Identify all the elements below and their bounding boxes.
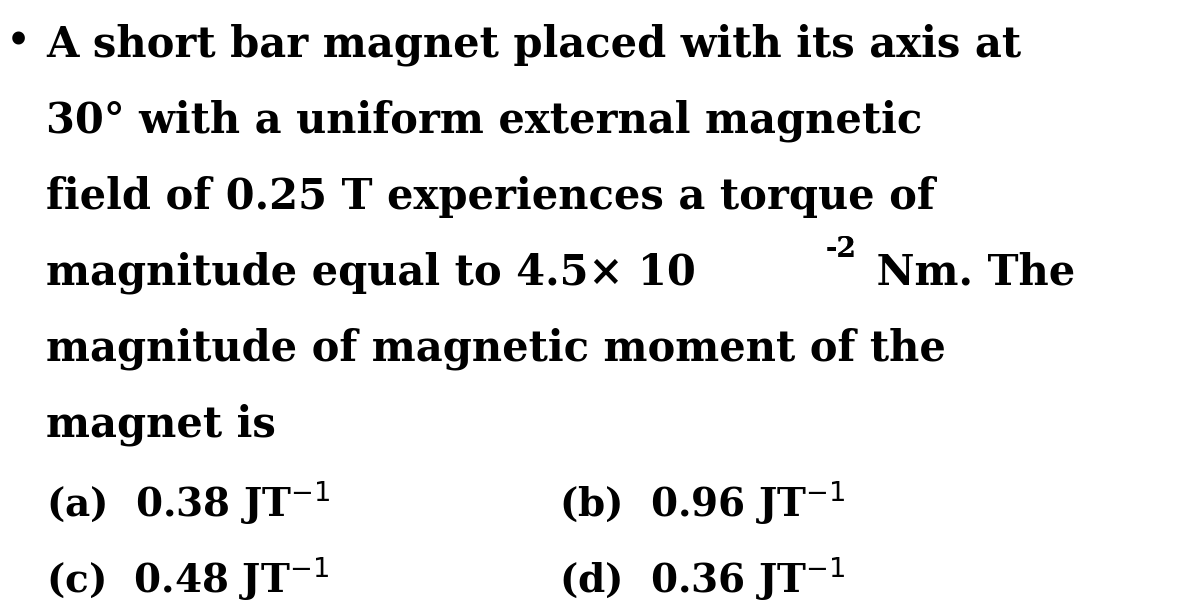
Text: (c)  0.48 JT$^{-1}$: (c) 0.48 JT$^{-1}$ <box>46 555 329 602</box>
Text: 30° with a uniform external magnetic: 30° with a uniform external magnetic <box>46 100 923 142</box>
Text: •: • <box>7 24 30 58</box>
Text: magnet is: magnet is <box>46 404 276 446</box>
Text: A short bar magnet placed with its axis at: A short bar magnet placed with its axis … <box>46 24 1021 67</box>
Text: magnitude equal to 4.5× 10: magnitude equal to 4.5× 10 <box>46 252 696 294</box>
Text: (d)  0.36 JT$^{-1}$: (d) 0.36 JT$^{-1}$ <box>559 555 846 602</box>
Text: Nm. The: Nm. The <box>862 252 1075 293</box>
Text: -2: -2 <box>826 236 856 263</box>
Text: (b)  0.96 JT$^{-1}$: (b) 0.96 JT$^{-1}$ <box>559 479 846 526</box>
Text: -2: -2 <box>826 236 856 263</box>
Text: field of 0.25 T experiences a torque of: field of 0.25 T experiences a torque of <box>46 175 935 218</box>
Text: magnitude of magnetic moment of the: magnitude of magnetic moment of the <box>46 327 946 370</box>
Text: (a)  0.38 JT$^{-1}$: (a) 0.38 JT$^{-1}$ <box>46 479 331 526</box>
